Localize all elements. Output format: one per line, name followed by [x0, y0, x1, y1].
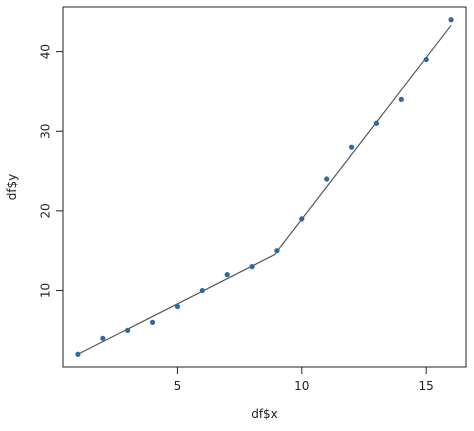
x-tick-label: 5	[174, 379, 182, 393]
data-point	[249, 264, 255, 270]
data-point	[348, 144, 355, 150]
data-point	[398, 96, 404, 102]
data-point	[174, 303, 181, 310]
data-point	[199, 287, 205, 294]
data-point	[274, 248, 280, 254]
y-tick-label: 30	[39, 124, 53, 139]
data-point	[299, 216, 305, 222]
y-tick-label: 20	[39, 203, 53, 218]
y-axis: 10 20 30 40	[39, 44, 64, 298]
points-layer	[75, 17, 454, 357]
data-point	[423, 56, 429, 63]
fit-line-layer	[77, 24, 452, 355]
data-point	[75, 351, 81, 357]
data-point	[149, 319, 156, 325]
data-point	[448, 17, 454, 23]
data-point	[373, 120, 380, 126]
plot-frame	[62, 6, 467, 368]
data-point	[125, 327, 131, 333]
data-point	[324, 176, 330, 182]
fit-line	[77, 24, 452, 355]
y-tick-label: 10	[39, 283, 53, 298]
x-axis: 5 10 15	[174, 366, 434, 393]
data-point	[100, 335, 106, 341]
y-axis-title: df$y	[5, 174, 19, 201]
data-point	[224, 272, 230, 278]
x-axis-title: df$x	[251, 407, 278, 421]
y-tick-label: 40	[39, 44, 53, 59]
x-tick-label: 10	[294, 379, 309, 393]
x-tick-label: 15	[419, 379, 434, 393]
